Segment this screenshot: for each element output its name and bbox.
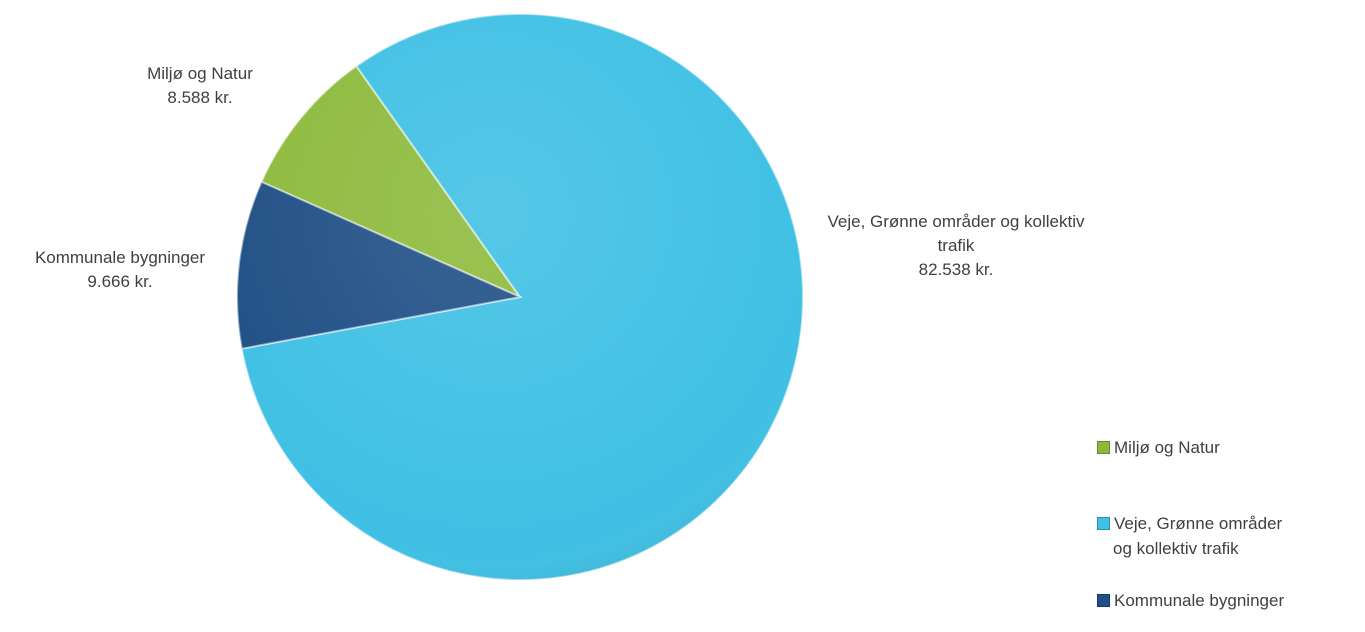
data-label: Kommunale bygninger 9.666 kr. bbox=[5, 246, 235, 294]
legend-item: Veje, Grønne områder og kollektiv trafik bbox=[1097, 511, 1303, 561]
data-label-name: Veje, Grønne områder og kollektiv trafik bbox=[827, 212, 1085, 255]
legend-item: Kommunale bygninger bbox=[1097, 588, 1303, 613]
legend-label: Kommunale bygninger bbox=[1114, 591, 1285, 610]
legend-swatch bbox=[1097, 594, 1110, 607]
legend-item: Miljø og Natur bbox=[1097, 435, 1303, 460]
legend-swatch bbox=[1097, 517, 1110, 530]
data-label: Miljø og Natur 8.588 kr. bbox=[110, 62, 290, 110]
pie bbox=[236, 13, 804, 581]
legend-label: Veje, Grønne områder og kollektiv trafik bbox=[1113, 514, 1283, 558]
data-label-value: 9.666 kr. bbox=[87, 272, 153, 291]
data-label-value: 82.538 kr. bbox=[918, 260, 994, 279]
legend-label: Miljø og Natur bbox=[1114, 438, 1220, 457]
data-label-value: 8.588 kr. bbox=[167, 88, 233, 107]
data-label-name: Miljø og Natur bbox=[147, 64, 253, 83]
data-label: Veje, Grønne områder og kollektiv trafik… bbox=[822, 210, 1090, 282]
legend-swatch bbox=[1097, 441, 1110, 454]
data-label-name: Kommunale bygninger bbox=[34, 248, 206, 267]
